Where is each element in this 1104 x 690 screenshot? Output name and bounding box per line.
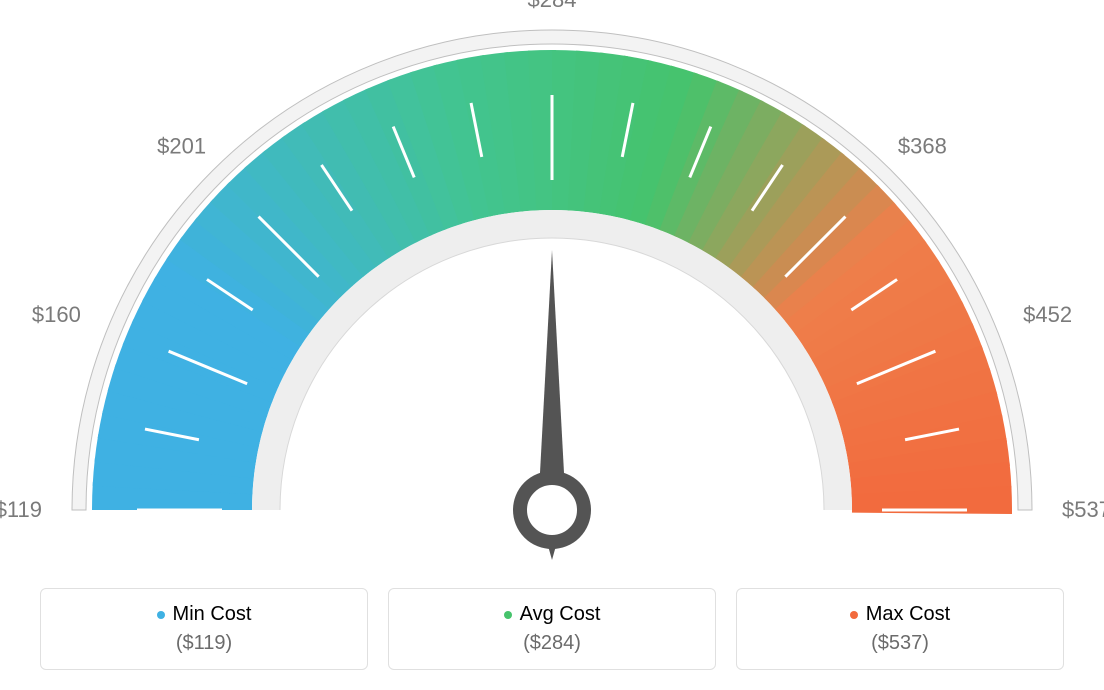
gauge-tick-label: $368 (898, 134, 947, 160)
gauge-tick-label: $537 (1062, 497, 1104, 523)
legend-avg-value: ($284) (409, 632, 695, 655)
legend-avg-label-row: Avg Cost (504, 603, 601, 626)
gauge-tick-label: $201 (157, 134, 206, 160)
legend-min-label-row: Min Cost (157, 603, 252, 626)
gauge-tick-label: $119 (0, 497, 42, 523)
legend-max-value: ($537) (757, 632, 1043, 655)
legend-min: Min Cost ($119) (40, 588, 368, 670)
legend-max: Max Cost ($537) (736, 588, 1064, 670)
cost-gauge: $119$160$201$284$368$452$537 (0, 10, 1104, 570)
legend-max-label-row: Max Cost (850, 603, 950, 626)
legend-min-value: ($119) (61, 632, 347, 655)
gauge-tick-label: $284 (528, 0, 577, 13)
legend-avg: Avg Cost ($284) (388, 588, 716, 670)
gauge-tick-label: $452 (1023, 302, 1072, 328)
legend-min-dot (157, 611, 165, 619)
legend: Min Cost ($119) Avg Cost ($284) Max Cost… (0, 588, 1104, 670)
legend-max-dot (850, 611, 858, 619)
gauge-tick-label: $160 (32, 302, 81, 328)
legend-max-label: Max Cost (866, 603, 950, 626)
legend-min-label: Min Cost (173, 603, 252, 626)
legend-avg-label: Avg Cost (520, 603, 601, 626)
gauge-svg (0, 10, 1104, 570)
legend-avg-dot (504, 611, 512, 619)
